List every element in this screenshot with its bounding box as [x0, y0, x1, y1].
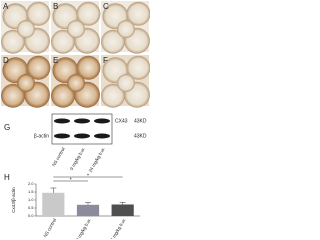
panel-label: E	[53, 56, 58, 65]
tubule	[1, 29, 25, 54]
error-bar	[50, 187, 57, 193]
band-name: β-actin	[34, 133, 49, 139]
band	[74, 133, 90, 139]
y-tick-label: 1.0	[28, 197, 34, 202]
band-name: CX43	[115, 118, 128, 124]
band	[94, 133, 110, 139]
band-size: 43KD	[134, 133, 147, 139]
tubule	[76, 1, 101, 26]
panel-label: A	[3, 2, 9, 11]
tubule	[126, 1, 150, 26]
annotation: *	[70, 177, 72, 183]
band	[54, 133, 70, 139]
tubule	[51, 29, 75, 54]
panel-label: B	[53, 2, 58, 11]
panel-label: H	[4, 173, 10, 182]
tubule	[101, 29, 125, 54]
bar	[42, 192, 65, 216]
tubule	[76, 55, 101, 80]
tubule	[66, 74, 85, 93]
lane-label: 24 mg/kg b.w.	[88, 147, 106, 174]
tubule	[16, 20, 35, 39]
error-bar	[119, 201, 126, 205]
y-tick-label: 0.5	[28, 205, 34, 210]
y-axis-label: Cx43/β-actin	[11, 187, 16, 213]
error-bar	[85, 202, 91, 205]
western-blot: G CX43 43KD β-actin 43KD NS control 9 mg/kg b.…	[4, 113, 147, 174]
bar	[76, 204, 100, 216]
tubule	[66, 20, 85, 39]
tubule	[26, 1, 51, 26]
x-tick-label: NS control	[42, 218, 57, 239]
x-tick-label: 24 mg/kg b.w.	[108, 218, 126, 239]
tubule	[126, 55, 150, 80]
tubule	[1, 83, 25, 108]
band	[94, 118, 110, 124]
tubule	[51, 83, 75, 108]
tubule	[116, 20, 135, 39]
micrographs: A B C D E F	[1, 1, 150, 108]
panel-label: C	[103, 2, 109, 11]
y-tick-label: 0.0	[28, 213, 34, 218]
tubule	[16, 74, 35, 93]
tubule	[116, 74, 135, 93]
band	[54, 118, 70, 124]
panel-label: D	[3, 56, 9, 65]
band	[74, 118, 90, 124]
annotation: *	[87, 173, 89, 179]
bar	[111, 204, 134, 216]
tubule	[26, 55, 51, 80]
lane-label: NS control	[51, 147, 66, 168]
lane-label: 9 mg/kg b.w.	[69, 147, 86, 171]
y-tick-label: 2.0	[28, 181, 34, 186]
panel-label: F	[103, 56, 108, 65]
band-size: 43KD	[134, 118, 147, 124]
x-tick-label: 9 mg/kg b.w.	[75, 218, 92, 239]
tubule	[101, 83, 125, 108]
y-tick-label: 1.5	[28, 189, 34, 194]
panel-label: G	[4, 123, 10, 132]
